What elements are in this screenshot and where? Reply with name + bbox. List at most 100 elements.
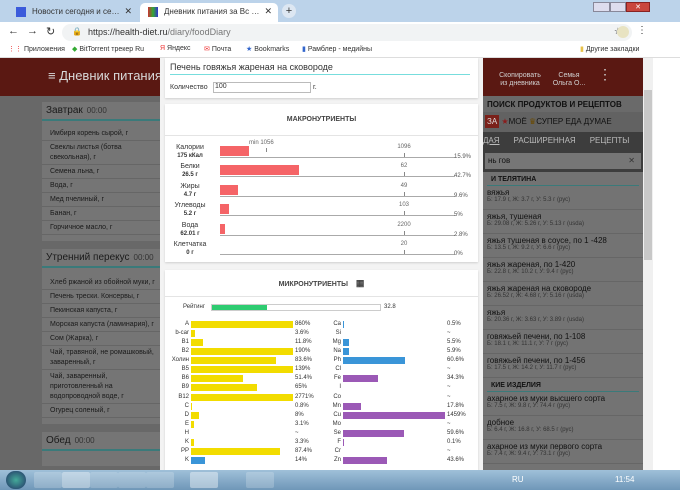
search-result[interactable]: говяжьей печени, по 1-456 Б: 17.5 г, Ж: 1… (483, 354, 643, 378)
subtab-recipes[interactable]: РЕЦЕПТЫ (589, 136, 630, 145)
other-bookmarks[interactable]: ▮ Другие закладки (580, 46, 640, 53)
result-name: яжья жареная, по 1-420 (487, 260, 576, 269)
chrome-taskbar-icon[interactable] (190, 472, 218, 488)
search-result[interactable]: яжья тушеная в соусе, по 1 -428 Б: 13.5 г… (483, 234, 643, 258)
micronutrient-percent: 17.8% (447, 402, 465, 409)
food-item[interactable]: Пекинская капуста, г (42, 304, 160, 318)
bookmark-rambler[interactable]: ▮ Рамблер - медийны (302, 46, 373, 53)
close-tab-icon[interactable]: ✕ (264, 6, 272, 16)
micronutrient-row: K 14% (165, 456, 315, 465)
micronutrient-name: Ca (333, 321, 341, 327)
tab-label: Новости сегодня и сейчас. Рамблер (32, 7, 120, 16)
bookmark-bittorrent[interactable]: ◆ BitTorrent трекер Ru (72, 46, 145, 53)
subtab-simple[interactable]: ДАЯ (483, 136, 500, 145)
copy-from-diary-button[interactable]: Скопировать из дневника (499, 72, 541, 87)
micronutrient-name: Cl (335, 366, 341, 373)
url-path: /diary/foodDiary (167, 27, 231, 37)
macro-axis (220, 254, 455, 255)
food-item[interactable]: Огурец соленый, г (42, 404, 160, 418)
quantity-input[interactable]: 100 (213, 82, 311, 93)
search-result[interactable]: яжья, тушеная Б: 29.08 г, Ж: 5.26 г, У: 5… (483, 210, 643, 234)
rating-bar (211, 304, 381, 311)
micronutrient-name: Mn (332, 402, 341, 409)
search-result[interactable]: ахарное из муки высшего сорта Б: 7.5 г, Ж… (483, 392, 643, 416)
tab-superfood[interactable]: СУПЕР ЕДА (536, 117, 582, 126)
food-item[interactable]: Вода, г (42, 179, 160, 193)
clock[interactable]: 11:54 (615, 475, 635, 484)
food-item[interactable]: Морская капуста (ламинария), г (42, 318, 160, 332)
scrollbar-thumb[interactable] (644, 90, 652, 260)
food-item[interactable]: Чай, травяной, не ромашковый, заваренный… (42, 346, 160, 370)
subtab-advanced[interactable]: РАСШИРЕННАЯ (513, 136, 576, 145)
tab-base[interactable]: ЗА (485, 115, 500, 128)
close-window-button[interactable]: ✕ (626, 2, 650, 12)
micronutrient-bar (343, 429, 404, 437)
search-result[interactable]: яжья жареная на сковороде Б: 26.52 г, Ж: … (483, 282, 643, 306)
search-result[interactable]: яжья жареная, по 1-420 Б: 22.8 г, Ж: 10.2… (483, 258, 643, 282)
tab-mine[interactable]: МОЁ (508, 117, 527, 126)
tab-food-diary[interactable]: Дневник питания за Вс 13.01.19 ✕ (140, 3, 278, 22)
page-scrollbar[interactable] (643, 58, 653, 470)
food-item[interactable]: Банан, г (42, 207, 160, 221)
profile-avatar[interactable] (617, 26, 629, 38)
bookmark-apps[interactable]: ⋮⋮ Приложения (8, 46, 65, 53)
micronutrient-name: K (184, 438, 189, 445)
bookmark-yandex[interactable]: Я Яндекс (160, 45, 191, 52)
search-result[interactable]: вяжья Б: 17.9 г, Ж: 3.7 г, У: 5.3 г (рус) (483, 186, 643, 210)
macro-row: Жиры 4.7 г 49 9.6% (165, 183, 478, 202)
food-item[interactable]: Семена льна, г (42, 165, 160, 179)
macro-percent: 15.9% (454, 154, 472, 160)
tab-rambler[interactable]: Новости сегодня и сейчас. Рамблер ✕ (8, 3, 138, 22)
micronutrient-row: Co ~ (317, 393, 467, 401)
minimize-button[interactable] (593, 2, 610, 12)
micronutrient-bar (191, 420, 195, 428)
search-input[interactable]: нь гов ✕ (485, 153, 641, 169)
search-result[interactable]: говяжьей печени, по 1-108 Б: 18.1 г, Ж: 1… (483, 330, 643, 354)
food-item[interactable]: Имбиря корень сырой, г (42, 127, 160, 141)
food-item[interactable]: Печень трески. Консервы, г (42, 290, 160, 304)
macro-label: Углеводы 5.2 г (174, 202, 206, 218)
forward-icon[interactable]: → (27, 25, 38, 37)
food-item[interactable]: Свеклы листья (ботва свекольная), г (42, 141, 160, 165)
clear-icon[interactable]: ✕ (628, 156, 635, 165)
hamburger-icon[interactable]: ≡ (48, 68, 56, 83)
macro-axis (220, 195, 455, 197)
start-button[interactable] (6, 471, 26, 489)
tab-thinking[interactable]: ДУМАЕ (583, 117, 612, 126)
url-input[interactable]: 🔒 https://health-diet.ru/diary/foodDiary… (62, 24, 632, 41)
media-taskbar-icon[interactable] (90, 472, 118, 488)
reload-icon[interactable]: ↻ (46, 26, 56, 38)
micronutrient-name: A (184, 321, 189, 327)
search-result[interactable]: яжья Б: 20.36 г, Ж: 3.63 г, У: 3.89 г (us… (483, 306, 643, 330)
close-tab-icon[interactable]: ✕ (124, 6, 132, 16)
search-result[interactable]: ахарное из муки первого сорта Б: 7.4 г, Ж… (483, 440, 643, 464)
menu-icon[interactable]: ⋮ (637, 25, 647, 36)
search-result[interactable]: добное Б: 6.4 г, Ж: 16.8 г, У: 68.5 г (ру… (483, 416, 643, 440)
firefox-taskbar-icon[interactable] (146, 472, 174, 488)
maximize-button[interactable] (610, 2, 626, 12)
micronutrient-row: Zn 43.6% (317, 456, 467, 465)
bookmark-mail[interactable]: ✉ Почта (204, 46, 232, 53)
food-item[interactable]: Сом (Жарка), г (42, 332, 160, 346)
food-item[interactable]: Мед пчелиный, г (42, 193, 160, 207)
bookmark-bookmarks[interactable]: ★ Bookmarks (246, 46, 290, 53)
rambler-favicon-icon (16, 7, 26, 17)
micronutrient-percent: ~ (447, 366, 451, 373)
rating-fill (212, 305, 268, 310)
explorer-taskbar-icon[interactable] (62, 472, 90, 488)
macro-norm: 62 (400, 163, 408, 170)
ie-taskbar-icon[interactable] (34, 472, 62, 488)
more-icon[interactable]: ⋮ (598, 66, 612, 82)
new-tab-button[interactable]: + (282, 4, 296, 18)
food-item[interactable]: Горчичное масло, г (42, 221, 160, 235)
food-item[interactable]: Хлеб ржаной из обойной муки, г (42, 276, 160, 290)
table-icon[interactable]: ▦ (355, 278, 365, 288)
food-item[interactable]: Чай, заваренный, приготовленный на водоп… (42, 370, 160, 404)
skype-taskbar-icon[interactable] (246, 472, 274, 488)
quantity-unit: г. (313, 84, 317, 91)
language-indicator[interactable]: RU (512, 475, 524, 484)
back-icon[interactable]: ← (8, 25, 19, 37)
meal-lunch: Обед 00:00 (42, 432, 160, 466)
family-button[interactable]: Семья Ольга О... (552, 72, 586, 87)
app-taskbar-icon[interactable] (118, 472, 146, 488)
